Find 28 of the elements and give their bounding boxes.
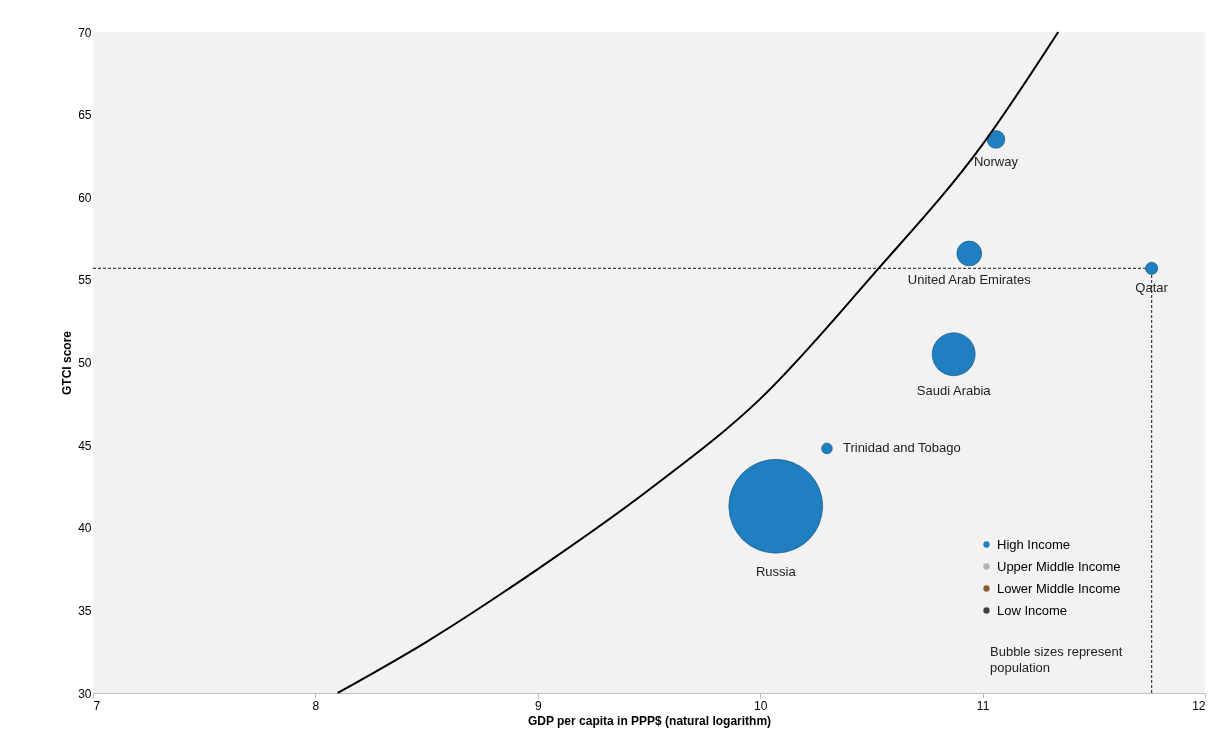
y-tick-label: 70 [78,25,92,40]
y-tick-label: 65 [78,108,92,123]
annotation: Qatar [1135,280,1169,296]
x-tick-label: 11 [976,698,990,713]
y-tick-label: 50 [78,356,92,370]
y-axis-title: GTCI score [60,330,75,396]
annotation: Bubble sizes represent population [990,644,1123,675]
y-tick-label: 55 [78,273,92,288]
y-tick-label: 30 [78,686,92,701]
y-tick-label: 35 [78,603,92,618]
y-tick-label: 45 [78,438,92,453]
annotation: Saudi Arabia [916,383,992,399]
annotation: Russia [755,564,797,580]
x-tick-label: 8 [312,698,320,713]
x-tick-label: 9 [534,698,542,713]
legend-label: Upper Middle Income [997,558,1121,574]
annotation: United Arab Emirates [907,272,1032,288]
legend-label: High Income [997,536,1070,552]
x-axis-title: GDP per capita in PPP$ (natural logarithm) [527,713,772,728]
x-tick-label: 7 [93,698,101,713]
x-tick-label: 10 [754,698,768,713]
annotation: Norway [973,154,1019,170]
legend-label: Low Income [997,602,1068,618]
y-tick-label: 40 [78,521,92,536]
y-tick-label: 60 [78,190,92,205]
legend-label: Lower Middle Income [997,580,1121,596]
x-tick-label: 12 [1192,698,1206,713]
annotation: Trinidad and Tobago [842,440,961,456]
